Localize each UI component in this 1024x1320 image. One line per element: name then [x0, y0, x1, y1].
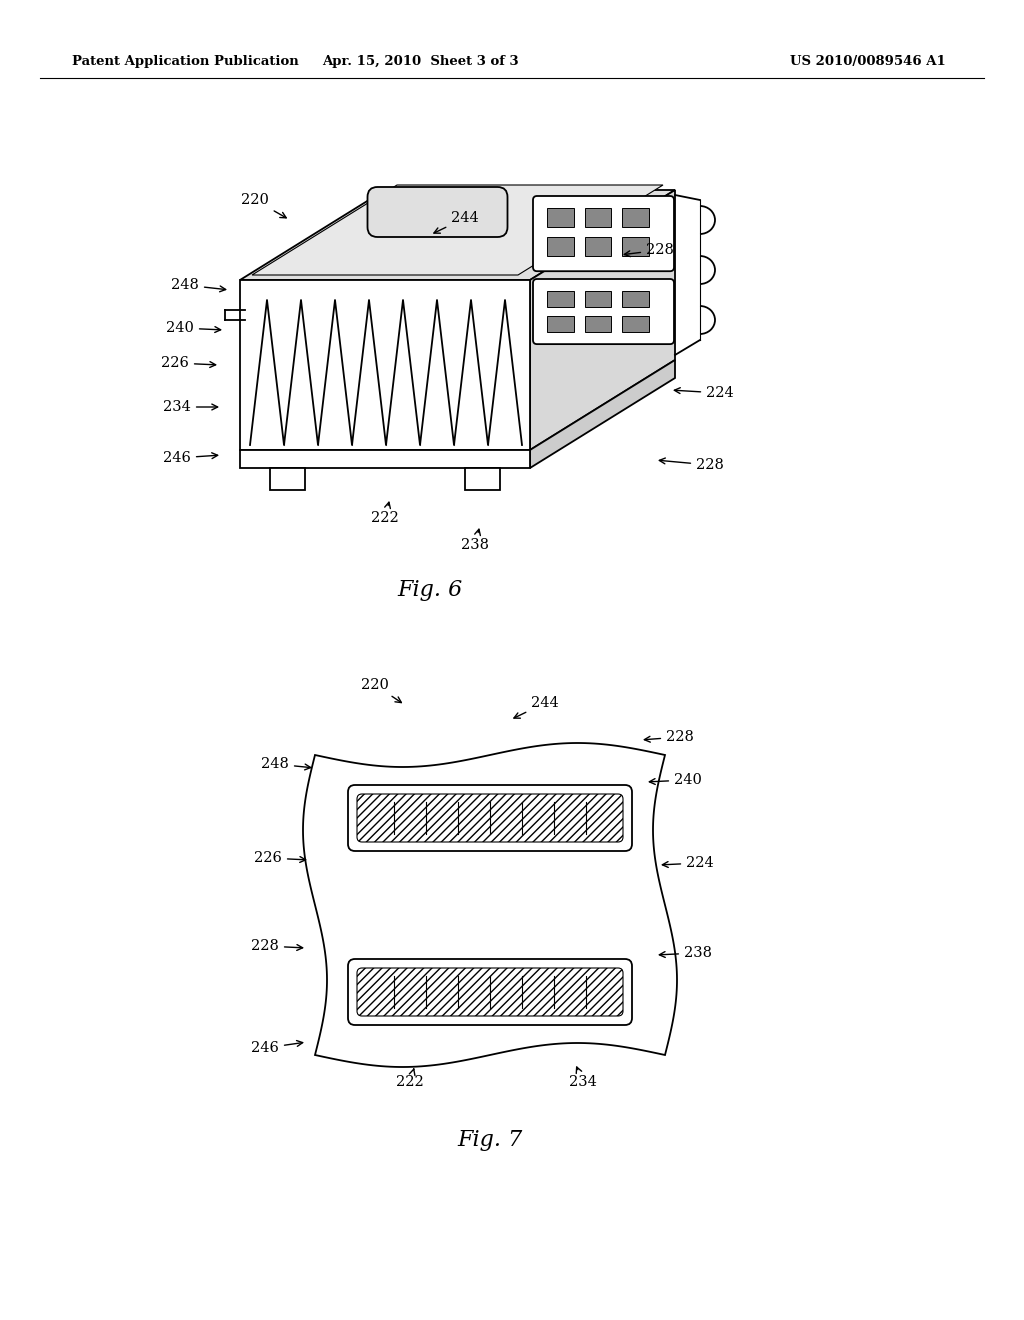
Polygon shape: [240, 280, 530, 450]
Text: 234: 234: [569, 1067, 597, 1089]
Text: 248: 248: [261, 756, 310, 771]
Bar: [547, 315, 573, 331]
Text: 244: 244: [514, 696, 559, 718]
Bar: [585, 290, 611, 308]
Text: 224: 224: [675, 385, 734, 400]
Text: 240: 240: [166, 321, 221, 335]
Text: Fig. 7: Fig. 7: [458, 1129, 522, 1151]
Text: 240: 240: [649, 774, 701, 787]
FancyBboxPatch shape: [357, 795, 623, 842]
Text: 222: 222: [396, 1069, 424, 1089]
Bar: [623, 290, 649, 308]
Text: 234: 234: [163, 400, 218, 414]
Text: Apr. 15, 2010  Sheet 3 of 3: Apr. 15, 2010 Sheet 3 of 3: [322, 55, 518, 69]
Text: 220: 220: [241, 193, 287, 218]
Text: 220: 220: [361, 678, 401, 702]
Text: 238: 238: [461, 529, 489, 552]
Text: Fig. 6: Fig. 6: [397, 579, 463, 601]
Text: 222: 222: [371, 502, 399, 525]
Polygon shape: [303, 743, 677, 1067]
Text: 228: 228: [251, 939, 303, 953]
Bar: [623, 315, 649, 331]
FancyBboxPatch shape: [348, 785, 632, 851]
Polygon shape: [530, 190, 675, 450]
Text: 228: 228: [659, 458, 724, 473]
Bar: [623, 209, 649, 227]
Text: 224: 224: [663, 855, 714, 870]
Text: 248: 248: [171, 279, 225, 292]
FancyBboxPatch shape: [348, 960, 632, 1026]
Bar: [547, 209, 573, 227]
Polygon shape: [240, 450, 530, 469]
Text: 246: 246: [251, 1040, 303, 1055]
Text: 244: 244: [434, 211, 479, 234]
FancyBboxPatch shape: [534, 195, 674, 271]
Polygon shape: [530, 360, 675, 469]
Text: Patent Application Publication: Patent Application Publication: [72, 55, 299, 69]
Text: 246: 246: [163, 451, 218, 465]
Bar: [585, 209, 611, 227]
Text: 228: 228: [625, 243, 674, 257]
Bar: [585, 238, 611, 256]
Text: 228: 228: [644, 730, 694, 744]
FancyBboxPatch shape: [357, 968, 623, 1016]
Text: 238: 238: [659, 946, 712, 960]
Polygon shape: [252, 185, 663, 275]
FancyBboxPatch shape: [534, 279, 674, 345]
Polygon shape: [240, 190, 675, 280]
FancyBboxPatch shape: [368, 187, 508, 238]
Bar: [547, 290, 573, 308]
Polygon shape: [465, 469, 500, 490]
Text: US 2010/0089546 A1: US 2010/0089546 A1: [790, 55, 946, 69]
Text: 226: 226: [161, 356, 216, 370]
Text: 226: 226: [254, 851, 306, 865]
Bar: [623, 238, 649, 256]
Bar: [547, 238, 573, 256]
Bar: [585, 315, 611, 331]
Polygon shape: [270, 469, 305, 490]
